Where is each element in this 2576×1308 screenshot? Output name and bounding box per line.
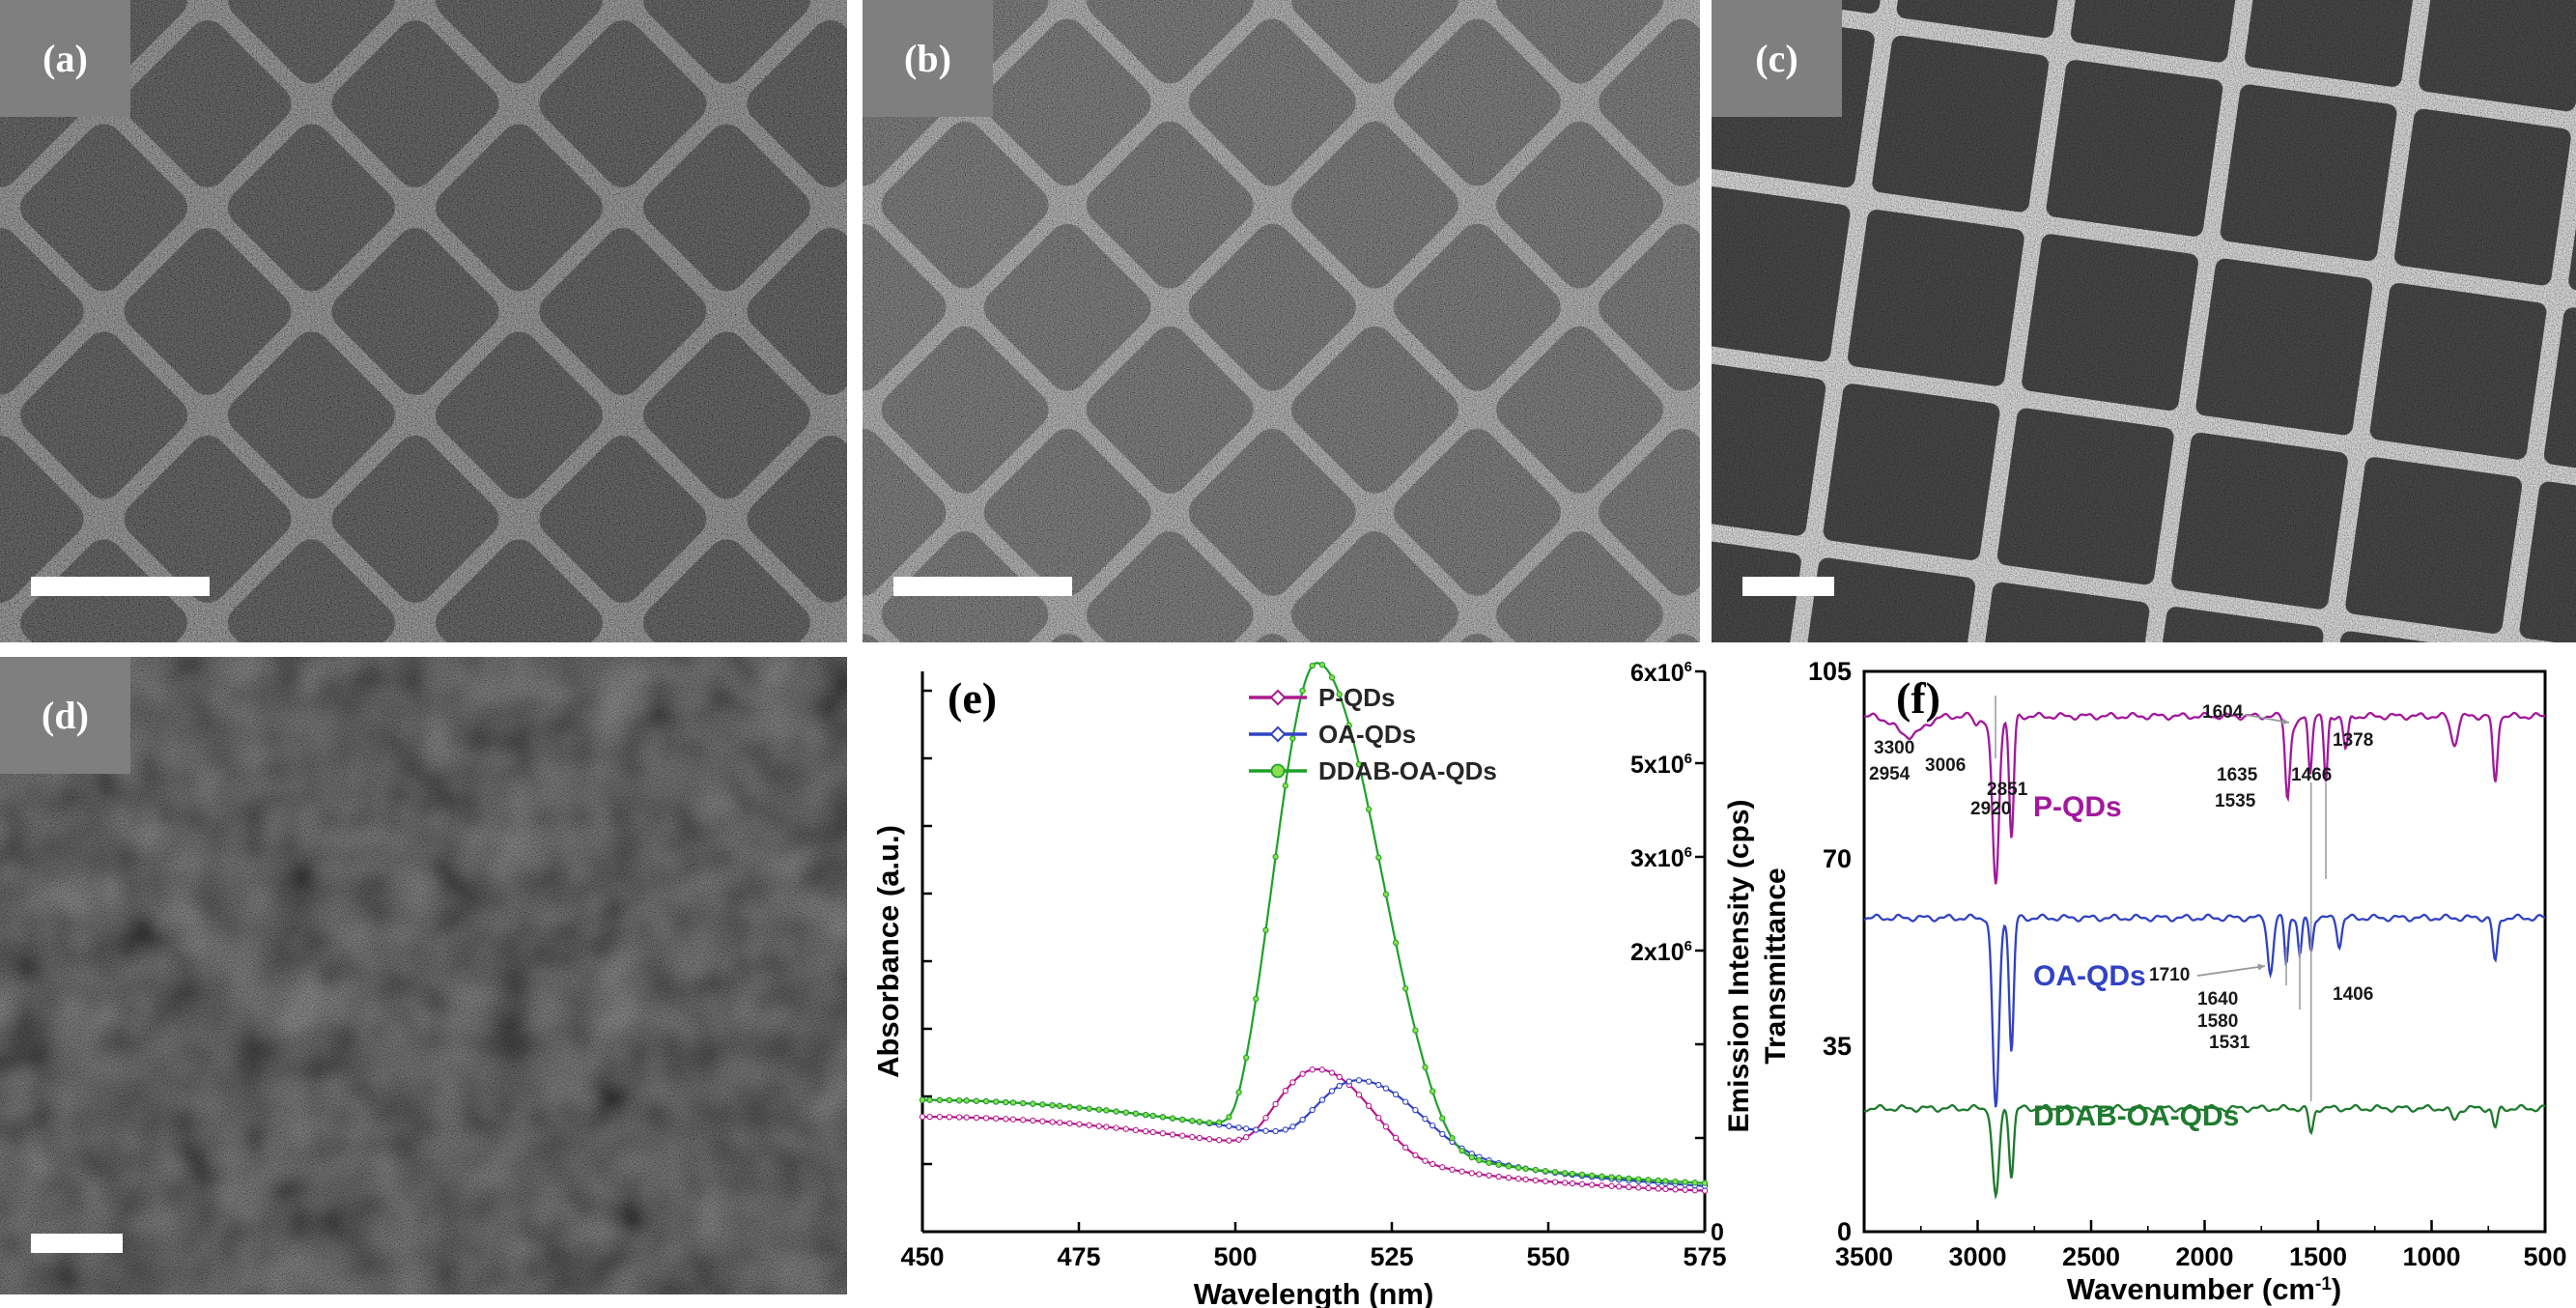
svg-text:1580: 1580 [2197,1011,2238,1032]
svg-text:3x106: 3x106 [1630,844,1692,872]
svg-text:450: 450 [900,1242,944,1271]
svg-text:1466: 1466 [2291,765,2332,785]
svg-text:1406: 1406 [2333,984,2373,1005]
svg-text:5x106: 5x106 [1630,751,1692,779]
svg-text:550: 550 [1526,1242,1570,1271]
svg-text:500: 500 [2523,1242,2566,1271]
svg-text:1640: 1640 [2197,989,2238,1009]
svg-text:2x106: 2x106 [1630,938,1692,966]
svg-text:Emission Intensity (cps): Emission Intensity (cps) [1723,799,1755,1132]
svg-text:Absorbance (a.u.): Absorbance (a.u.) [871,825,905,1078]
svg-text:2500: 2500 [2062,1242,2120,1271]
svg-text:1535: 1535 [2215,791,2256,811]
svg-text:500: 500 [1213,1242,1257,1271]
svg-text:Transmittance: Transmittance [1760,867,1792,1064]
svg-text:475: 475 [1057,1242,1100,1271]
svg-text:3000: 3000 [1948,1242,2006,1271]
svg-text:105: 105 [1808,657,1852,686]
svg-text:1500: 1500 [2289,1242,2347,1271]
svg-text:OA-QDs: OA-QDs [2033,960,2146,992]
svg-text:1531: 1531 [2209,1033,2250,1053]
svg-text:575: 575 [1683,1242,1726,1271]
svg-text:(f): (f) [1896,673,1940,723]
svg-text:0: 0 [1711,1219,1724,1246]
svg-text:35: 35 [1823,1032,1852,1061]
svg-text:525: 525 [1370,1242,1413,1271]
svg-text:2920: 2920 [1970,799,2011,819]
svg-text:P-QDs: P-QDs [1318,683,1395,712]
svg-text:3300: 3300 [1874,738,1914,758]
svg-text:2851: 2851 [1987,780,2028,800]
svg-text:1710: 1710 [2149,965,2190,985]
svg-text:3500: 3500 [1835,1242,1893,1271]
svg-text:1378: 1378 [2333,730,2373,751]
svg-text:Wavelength (nm): Wavelength (nm) [1194,1277,1434,1308]
svg-text:1604: 1604 [2202,702,2244,723]
svg-text:2954: 2954 [1869,764,1911,784]
svg-text:1000: 1000 [2402,1242,2460,1271]
svg-text:1635: 1635 [2217,765,2258,785]
svg-text:OA-QDs: OA-QDs [1318,720,1416,749]
svg-text:3006: 3006 [1925,755,1966,776]
svg-text:Wavenumber (cm-1): Wavenumber (cm-1) [2067,1272,2341,1306]
svg-text:(e): (e) [948,673,997,723]
svg-text:P-QDs: P-QDs [2033,791,2122,823]
svg-text:2000: 2000 [2175,1242,2233,1271]
svg-text:DDAB-OA-QDs: DDAB-OA-QDs [2033,1100,2239,1132]
svg-text:DDAB-OA-QDs: DDAB-OA-QDs [1318,756,1497,785]
svg-text:70: 70 [1823,844,1852,873]
svg-text:6x106: 6x106 [1630,659,1692,687]
